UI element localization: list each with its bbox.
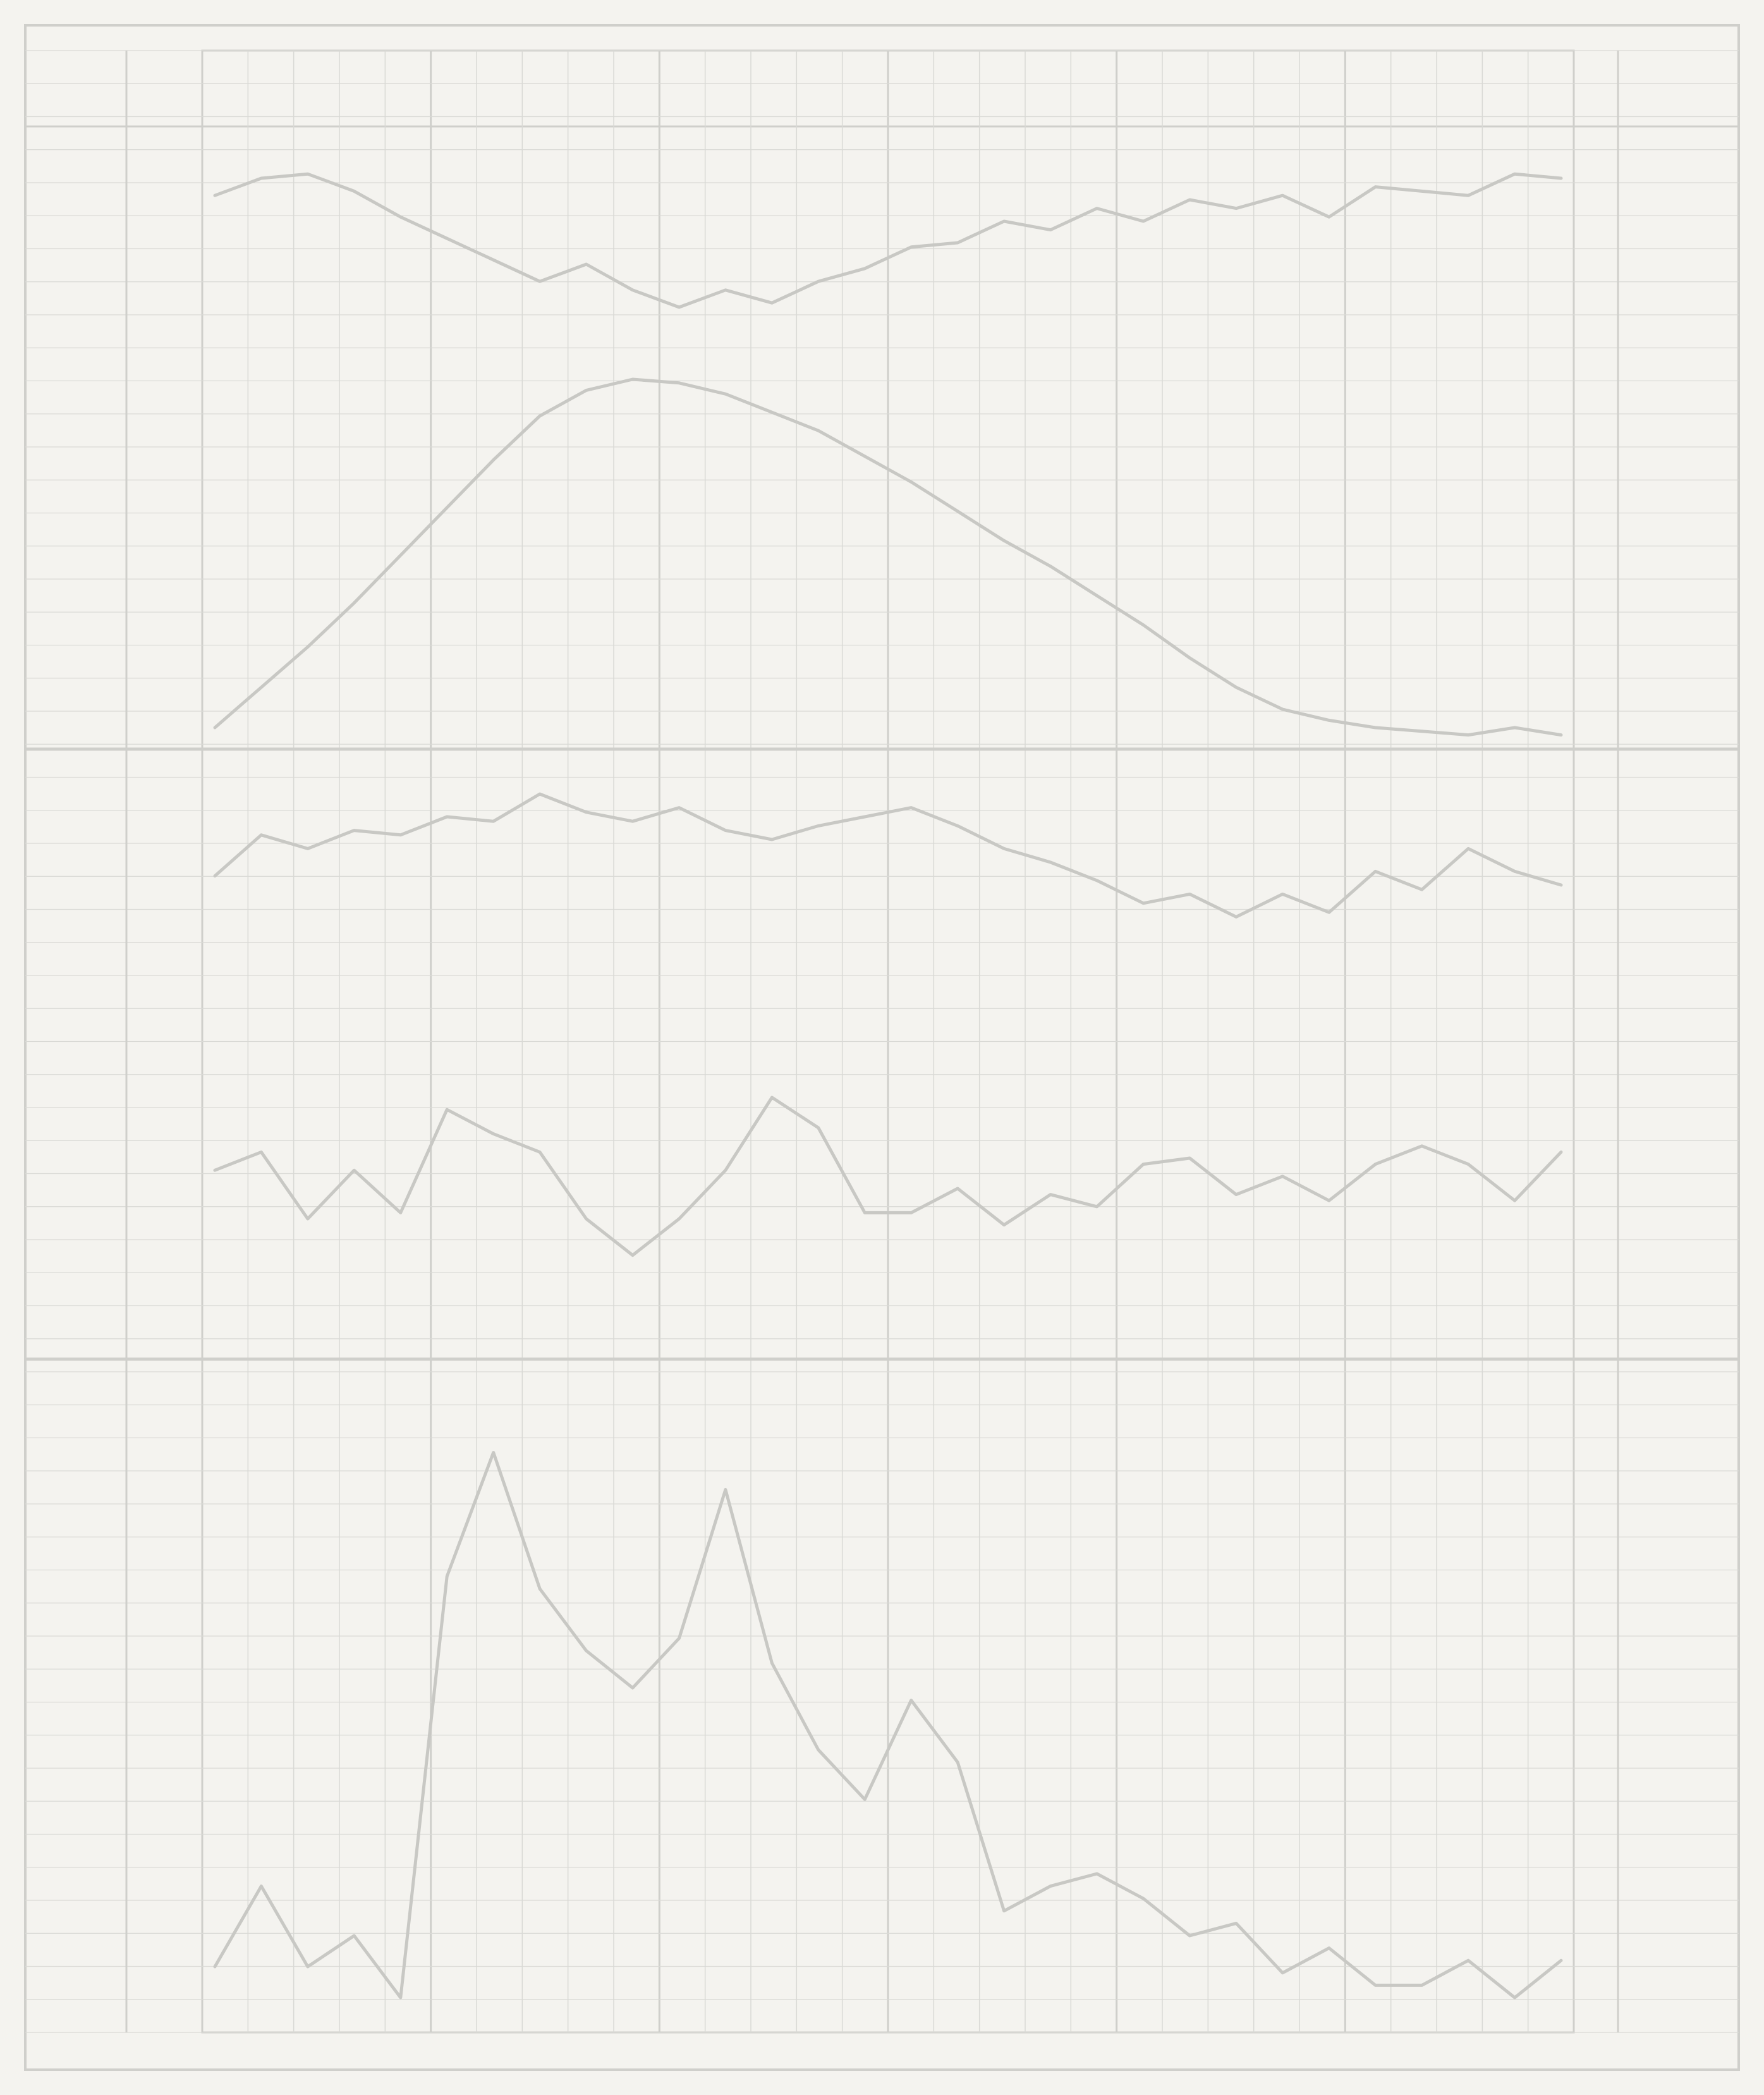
outer-frame (24, 24, 1740, 2071)
humidity-series-line (213, 792, 1563, 919)
wind-series-line (213, 1096, 1563, 1257)
panel-layer (25, 51, 1739, 2032)
precipitation-series-line (213, 1451, 1563, 2000)
temperature-series-line (213, 377, 1563, 737)
line-layer (213, 172, 1563, 2000)
pressure-series-line (213, 172, 1563, 309)
